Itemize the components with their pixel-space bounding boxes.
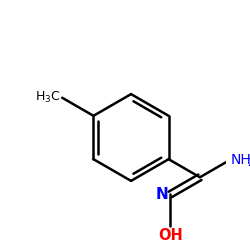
Text: NH: NH bbox=[230, 153, 250, 167]
Text: OH: OH bbox=[158, 228, 182, 243]
Text: 2: 2 bbox=[247, 158, 250, 168]
Text: N: N bbox=[156, 187, 168, 202]
Text: H$_3$C: H$_3$C bbox=[35, 90, 60, 105]
